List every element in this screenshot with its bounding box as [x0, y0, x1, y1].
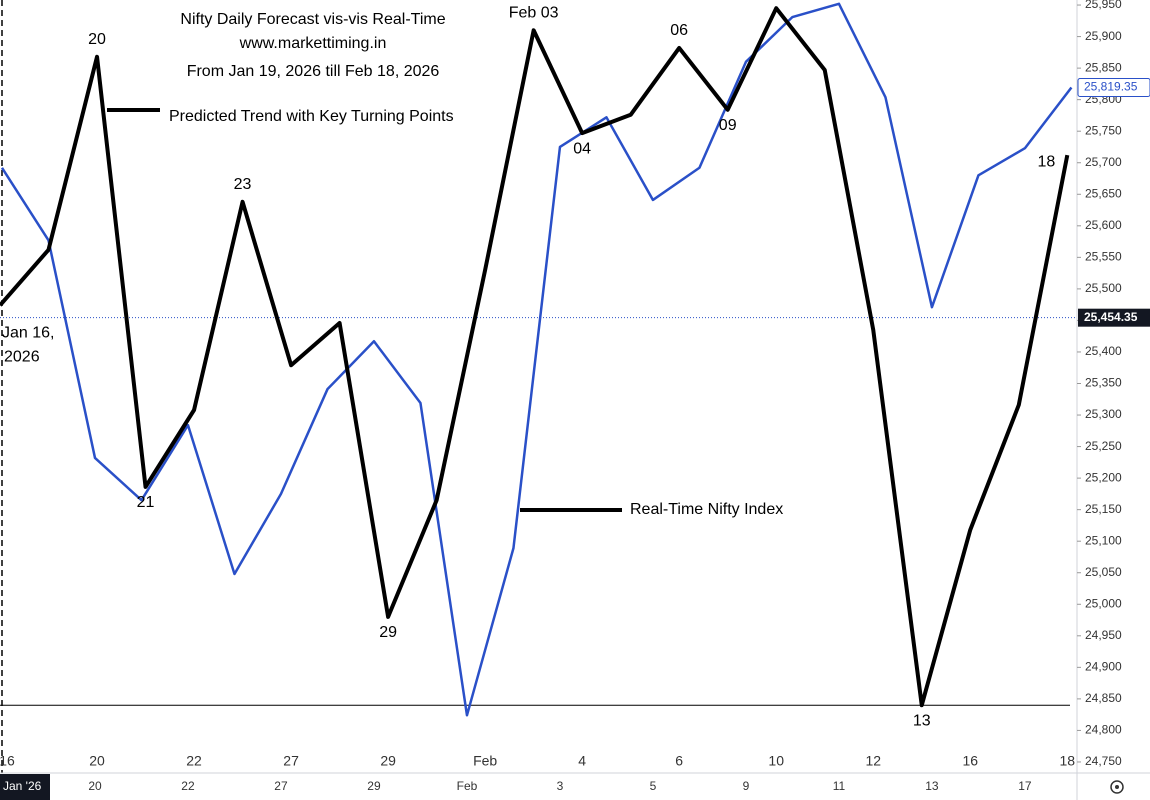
note: Predicted Trend with Key Turning Points	[169, 108, 454, 125]
x-tick-highlight	[0, 774, 50, 800]
y-tick-label: 25,200	[1085, 470, 1122, 484]
y-tick-label: 25,350	[1085, 376, 1122, 390]
y-tick-label: 25,150	[1085, 502, 1122, 516]
series-line	[0, 2, 1073, 717]
x-tick-label: 5	[650, 779, 657, 793]
x2-tick-label: 10	[768, 753, 784, 769]
x2-tick-label: 4	[578, 753, 586, 769]
note: Real-Time Nifty Index	[630, 501, 783, 518]
point-label: 23	[234, 176, 252, 193]
x-tick-label: 11	[833, 779, 846, 793]
y-tick-label: 24,750	[1085, 754, 1122, 768]
y-tick-label: 24,950	[1085, 628, 1122, 642]
settings-icon[interactable]	[1110, 780, 1124, 794]
chart-subtitle: www.markettiming.in	[239, 35, 387, 52]
point-label: 09	[719, 117, 737, 134]
point-label: Feb 03	[509, 4, 559, 21]
x-tick-label: 3	[557, 779, 564, 793]
y-tick-label: 24,850	[1085, 691, 1122, 705]
x2-tick-label: 18	[1060, 753, 1076, 769]
date-range: From Jan 19, 2026 till Feb 18, 2026	[187, 63, 440, 80]
reference-label-box	[1078, 308, 1150, 327]
y-tick-label: 25,300	[1085, 407, 1122, 421]
y-tick-label: 25,400	[1085, 344, 1122, 358]
y-tick-label: 24,800	[1085, 723, 1122, 737]
x2-tick-label: 16	[0, 753, 15, 769]
last-value-box	[1077, 77, 1150, 97]
y-tick-label: 25,050	[1085, 565, 1122, 579]
y-tick-label: 25,600	[1085, 218, 1122, 232]
point-label-line: Jan 16,	[2, 325, 54, 342]
chart-title: Nifty Daily Forecast vis-vis Real-Time	[180, 11, 445, 28]
y-tick-label: 25,550	[1085, 250, 1122, 264]
point-label: 20	[88, 31, 106, 48]
gear-center[interactable]	[1115, 785, 1119, 789]
point-label: 29	[379, 624, 397, 641]
x2-tick-label: 16	[962, 753, 978, 769]
x-tick-label: 20	[88, 779, 102, 793]
x-tick-label: 22	[181, 779, 195, 793]
x2-tick-label: Feb	[473, 753, 497, 769]
point-label-line: 2026	[4, 349, 40, 366]
y-tick-label: 25,100	[1085, 533, 1122, 547]
series-line	[0, 6, 1070, 708]
x2-tick-label: 20	[89, 753, 105, 769]
x2-tick-label: 29	[380, 753, 396, 769]
y-axis-panel	[1077, 0, 1150, 800]
point-label: 21	[137, 494, 155, 511]
x-tick-label: Jan '26	[3, 779, 42, 793]
y-tick-label: 25,650	[1085, 186, 1122, 200]
point-label: 13	[913, 712, 931, 729]
reference-label: 25,454.35	[1084, 310, 1138, 324]
point-label: 18	[1038, 153, 1056, 170]
y-tick-label: 25,500	[1085, 281, 1122, 295]
y-tick-label: 25,700	[1085, 155, 1122, 169]
y-tick-label: 25,850	[1085, 60, 1122, 74]
x-tick-label: 29	[367, 779, 381, 793]
x-tick-label: 17	[1018, 779, 1032, 793]
x-tick-label: 9	[743, 779, 750, 793]
point-label: 06	[670, 22, 688, 39]
y-tick-label: 25,000	[1085, 596, 1122, 610]
x2-tick-label: 6	[675, 753, 683, 769]
x-tick-label: Feb	[457, 779, 478, 793]
last-value-label: 25,819.35	[1084, 80, 1138, 94]
y-tick-label: 25,950	[1085, 0, 1122, 11]
y-tick-label: 25,900	[1085, 29, 1122, 43]
x2-tick-label: 12	[865, 753, 881, 769]
point-label: Jan 16, 2026	[2, 325, 54, 366]
y-tick-label: 24,900	[1085, 660, 1122, 674]
point-label: 04	[573, 140, 591, 157]
x-tick-label: 13	[925, 779, 939, 793]
x2-tick-label: 22	[186, 753, 202, 769]
y-tick-label: 25,250	[1085, 439, 1122, 453]
x-tick-label: 27	[274, 779, 288, 793]
y-tick-label: 25,750	[1085, 123, 1122, 137]
x2-tick-label: 27	[283, 753, 299, 769]
gear[interactable]	[1110, 780, 1124, 794]
